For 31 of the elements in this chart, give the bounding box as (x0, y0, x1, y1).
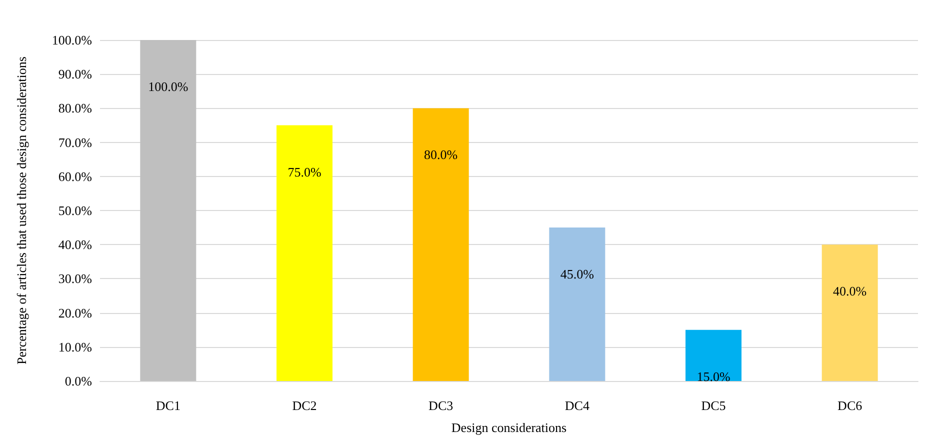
y-tick-label: 60.0% (58, 168, 92, 184)
x-tick-label: DC6 (838, 398, 863, 413)
bar (686, 330, 742, 381)
y-tick-label: 100.0% (52, 32, 92, 48)
x-tick-label: DC1 (156, 398, 180, 413)
data-label: 40.0% (833, 284, 867, 299)
y-tick-label: 10.0% (58, 339, 92, 354)
x-axis-title: Design considerations (451, 420, 567, 435)
data-label: 100.0% (148, 79, 188, 94)
bar (822, 244, 878, 381)
y-tick-label: 80.0% (58, 100, 92, 116)
data-label: 45.0% (560, 266, 594, 282)
x-tick-label: DC4 (564, 398, 590, 413)
y-tick-label: 20.0% (58, 305, 92, 320)
data-label: 75.0% (288, 164, 322, 180)
y-tick-label: 90.0% (58, 66, 92, 82)
x-tick-label: DC3 (428, 398, 454, 413)
bar (549, 228, 606, 381)
bar (412, 108, 469, 381)
y-tick-label: 40.0% (58, 237, 92, 252)
bar (276, 125, 332, 381)
y-tick-label: 50.0% (58, 203, 92, 218)
data-label: 80.0% (424, 147, 458, 162)
x-tick-label: DC2 (292, 398, 317, 413)
y-tick-label: 70.0% (58, 134, 92, 150)
x-tick-label: DC5 (701, 398, 726, 413)
y-tick-label: 30.0% (58, 271, 92, 286)
bar (140, 40, 196, 381)
y-tick-label: 0.0% (64, 374, 92, 388)
y-axis-title: Percentage of articles that used those design considerations (14, 56, 29, 364)
data-label: 15.0% (696, 368, 730, 384)
